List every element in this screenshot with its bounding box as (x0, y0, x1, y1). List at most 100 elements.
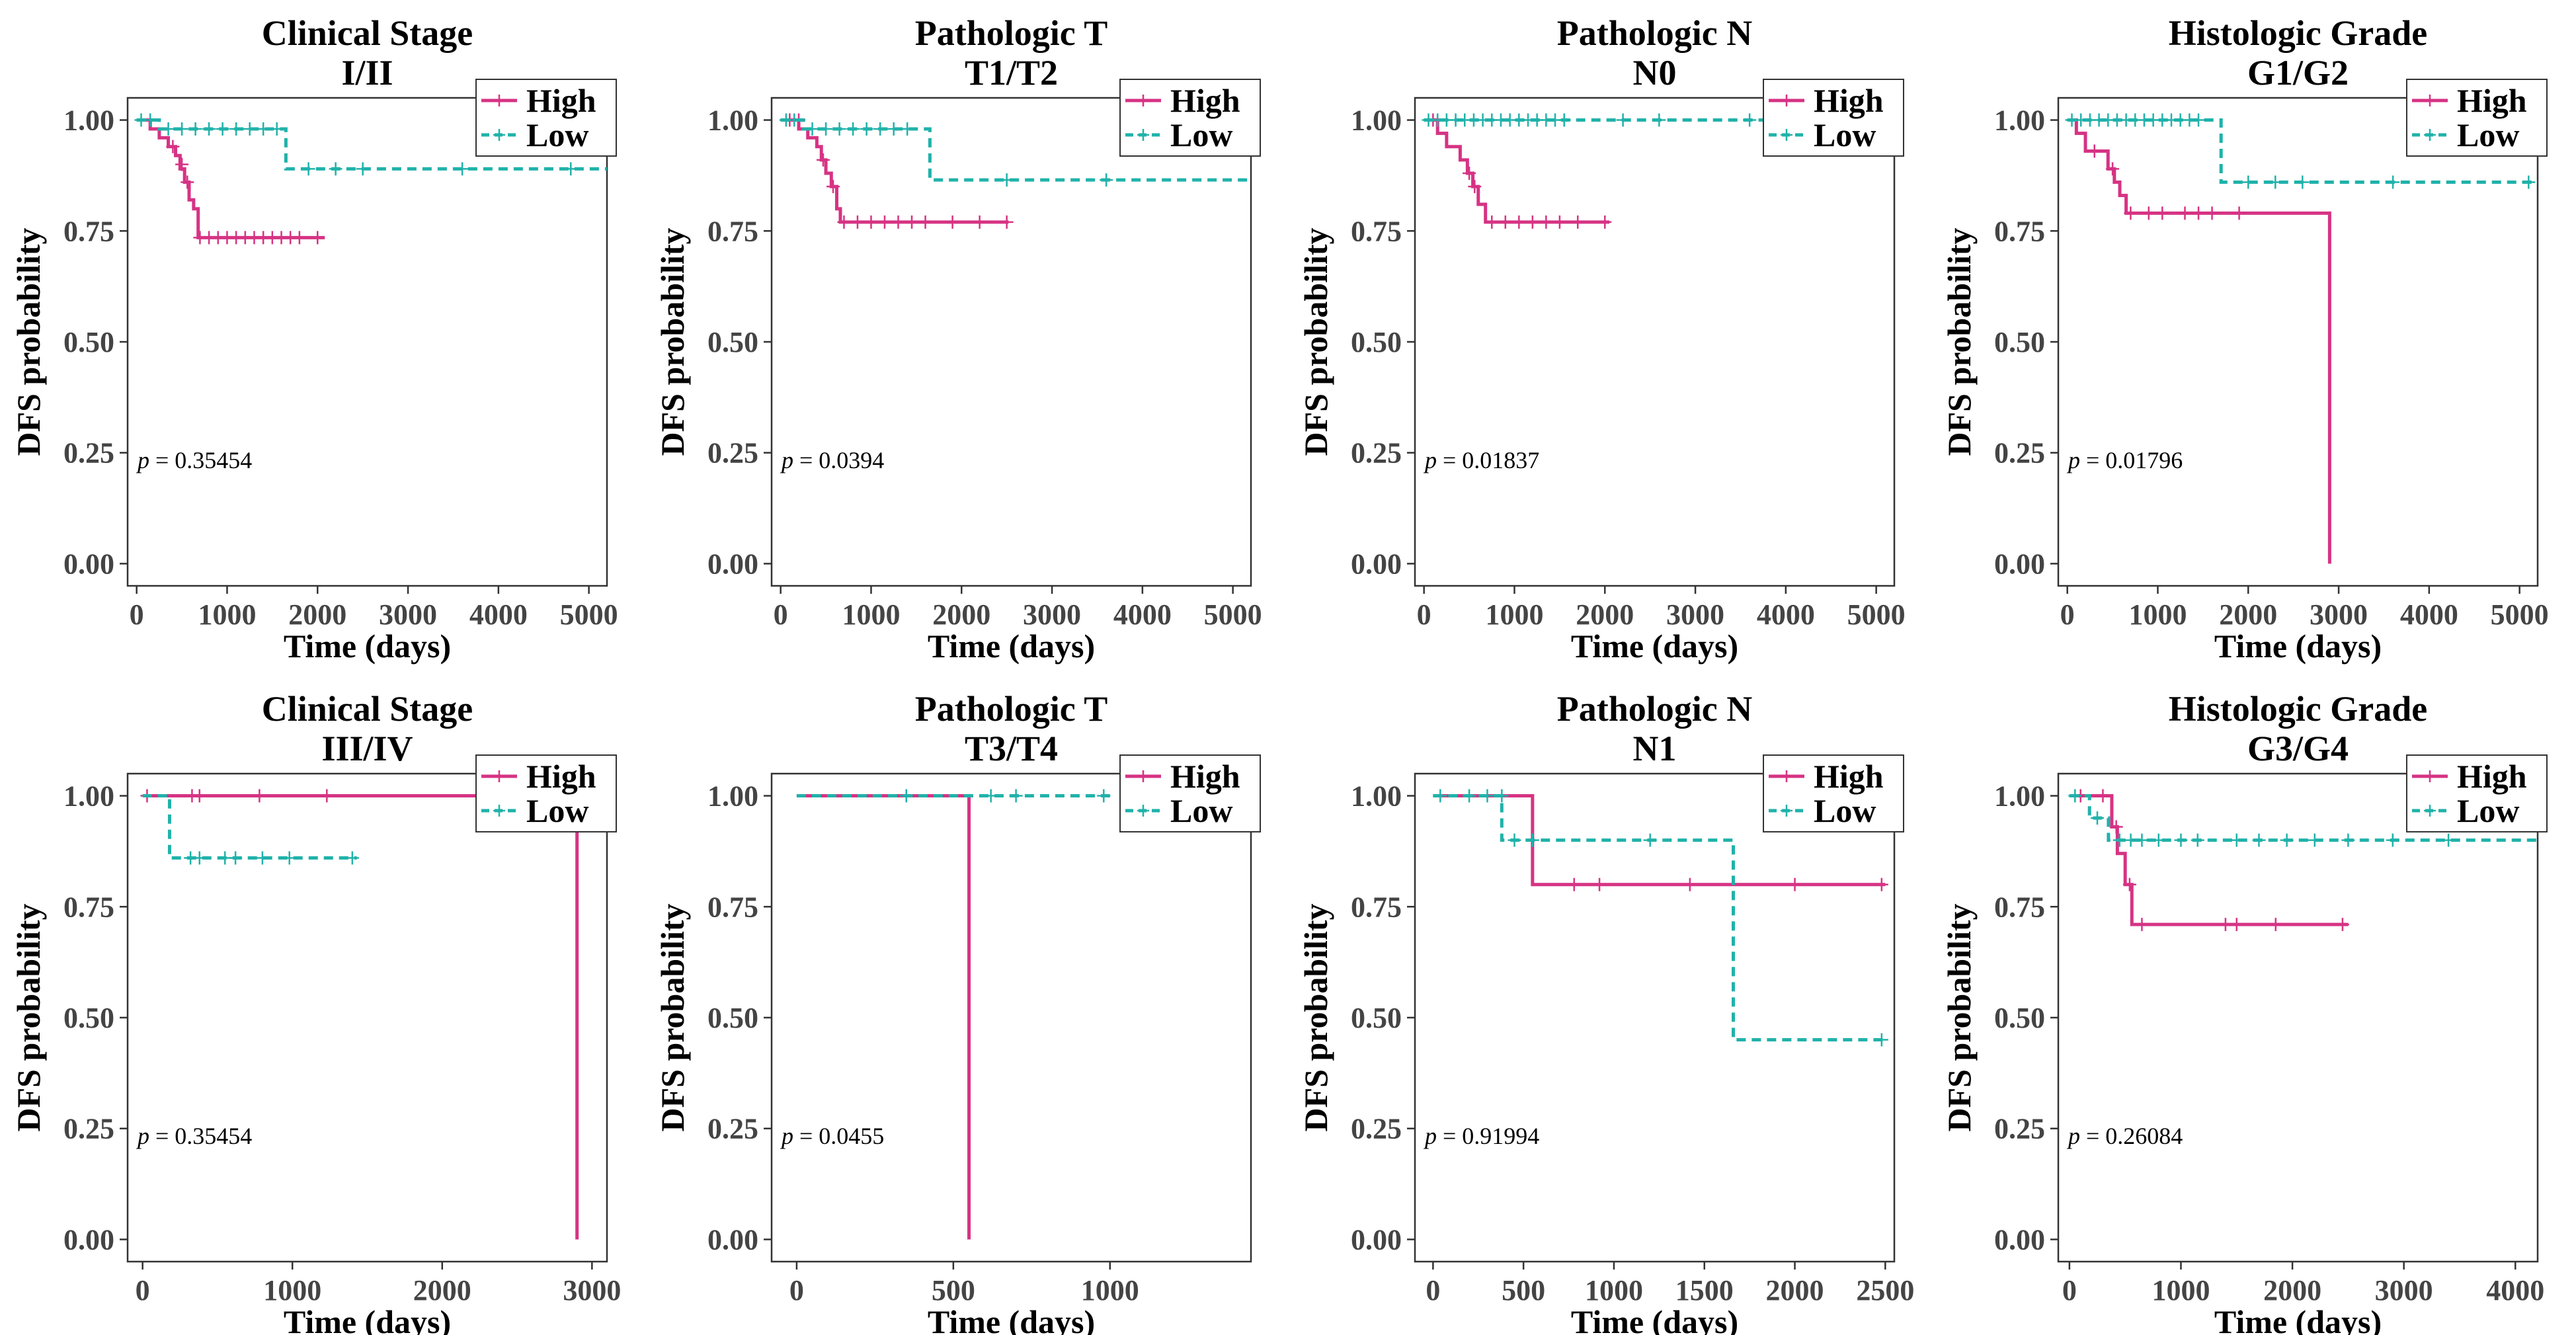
censor-mark-low (2192, 113, 2206, 127)
p-value-number: = 0.0455 (799, 1123, 884, 1149)
km-panel-7: Pathologic NN1 0.00 0.25 0.50 0.75 1.00 0 500 10… (1297, 689, 1914, 1335)
censor-mark-high (1512, 215, 1526, 229)
censor-mark-low (270, 122, 284, 136)
censor-mark-high (2269, 918, 2282, 932)
censor-mark-low (1097, 789, 1111, 803)
y-tick-label: 0.50 (1351, 1002, 1402, 1034)
x-tick-label: 5000 (2491, 598, 2549, 631)
y-tick-label: 0.50 (1994, 326, 2045, 358)
censor-mark-low (255, 851, 269, 865)
censor-mark-high (1552, 215, 1566, 229)
censor-mark-high (850, 215, 864, 229)
censor-mark-high (1485, 215, 1499, 229)
x-tick-label: 0 (2062, 1274, 2077, 1307)
x-tick-label: 0 (1426, 1274, 1440, 1307)
censor-mark-low (787, 113, 801, 127)
panel-subtitle: I/II (341, 53, 393, 93)
p-value: p = 0.0394 (780, 447, 884, 473)
x-tick-label: 1000 (1585, 1274, 1643, 1307)
y-tick-label: 0.00 (1994, 547, 2045, 580)
y-tick-label: 1.00 (1351, 104, 1402, 137)
legend-box (2406, 79, 2548, 157)
y-tick-label: 0.25 (63, 437, 114, 469)
y-tick-label: 0.25 (1351, 437, 1402, 469)
legend-label-low: Low (526, 792, 588, 829)
panel-subtitle: N0 (1633, 53, 1677, 93)
legend-censor-mark (1781, 129, 1792, 141)
p-value-symbol: p (780, 1123, 793, 1149)
plot-border (126, 772, 608, 1263)
legend-box (1119, 754, 1261, 832)
plot-data (1422, 113, 1894, 229)
x-tick-label: 3000 (1666, 598, 1724, 631)
x-axis-label: Time (days) (284, 1303, 451, 1335)
survival-curve-high (2067, 118, 2331, 564)
y-tick-label: 0.25 (1994, 437, 2045, 469)
legend-censor-mark (493, 129, 505, 141)
censor-mark-low (1616, 113, 1630, 127)
y-tick-label: 0.00 (707, 547, 758, 580)
y-tick-label: 0.50 (707, 1002, 758, 1034)
x-tick-label: 1000 (1485, 598, 1543, 631)
censor-mark-low (229, 122, 243, 136)
censor-mark-low (1557, 113, 1571, 127)
x-axis-label: Time (days) (2214, 627, 2382, 665)
y-tick-label: 0.00 (1351, 1223, 1402, 1256)
km-panel-2: Pathologic TT1/T2 0.00 0.25 0.50 0.75 1.00 0 10… (654, 13, 1262, 665)
censor-mark-low (2386, 175, 2400, 189)
y-tick-label: 0.25 (1351, 1113, 1402, 1145)
legend-label-low: Low (1170, 116, 1232, 153)
legend-box (2406, 754, 2548, 832)
legend-box (475, 79, 617, 157)
panel-title: Histologic Grade (2169, 13, 2427, 53)
p-value-gap (793, 1123, 799, 1149)
legend-label-low: Low (2457, 116, 2519, 153)
censor-mark-low (202, 122, 216, 136)
legend-label-high: High (1170, 82, 1240, 119)
censor-mark-low (1009, 789, 1023, 803)
x-axis-label: Time (days) (928, 1303, 1095, 1335)
legend-censor-mark (1781, 805, 1792, 817)
x-tick-label: 1000 (1081, 1274, 1139, 1307)
legend-label-high: High (526, 82, 596, 119)
x-tick-label: 500 (1502, 1274, 1545, 1307)
p-value-symbol: p (136, 1123, 149, 1149)
y-tick-label: 0.00 (63, 547, 114, 580)
survival-curve-high (136, 118, 325, 239)
p-value: p = 0.26084 (2066, 1123, 2183, 1149)
y-tick-label: 0.75 (1351, 215, 1402, 247)
survival-curve-low (142, 794, 357, 860)
censor-mark-low (2113, 833, 2126, 847)
p-value: p = 0.35454 (136, 1123, 252, 1149)
survival-curve-high (142, 794, 579, 1240)
censor-mark-high (1593, 877, 1607, 891)
censor-mark-high (181, 175, 194, 189)
censor-mark-low (188, 122, 202, 136)
p-value: p = 0.01796 (2066, 447, 2183, 473)
x-tick-label: 0 (136, 1274, 150, 1307)
x-tick-label: 1000 (842, 598, 900, 631)
y-tick-label: 0.50 (707, 326, 758, 358)
censor-mark-high (1539, 215, 1553, 229)
censor-mark-high (1874, 877, 1888, 891)
p-value: p = 0.01837 (1423, 447, 1539, 473)
x-tick-label: 2000 (413, 1274, 471, 1307)
y-tick-label: 0.75 (1994, 891, 2045, 923)
censor-mark-low (564, 162, 578, 176)
survival-curve-high (1424, 118, 1610, 224)
p-value-symbol: p (2066, 447, 2080, 473)
censor-mark-low (984, 789, 998, 803)
censor-mark-low (901, 122, 914, 136)
panel-title: Pathologic T (915, 689, 1108, 729)
survival-curve-low (1433, 794, 1886, 1042)
y-axis-label: DFS probability (10, 904, 47, 1132)
censor-mark-high (1525, 215, 1539, 229)
x-tick-label: 2000 (288, 598, 346, 631)
